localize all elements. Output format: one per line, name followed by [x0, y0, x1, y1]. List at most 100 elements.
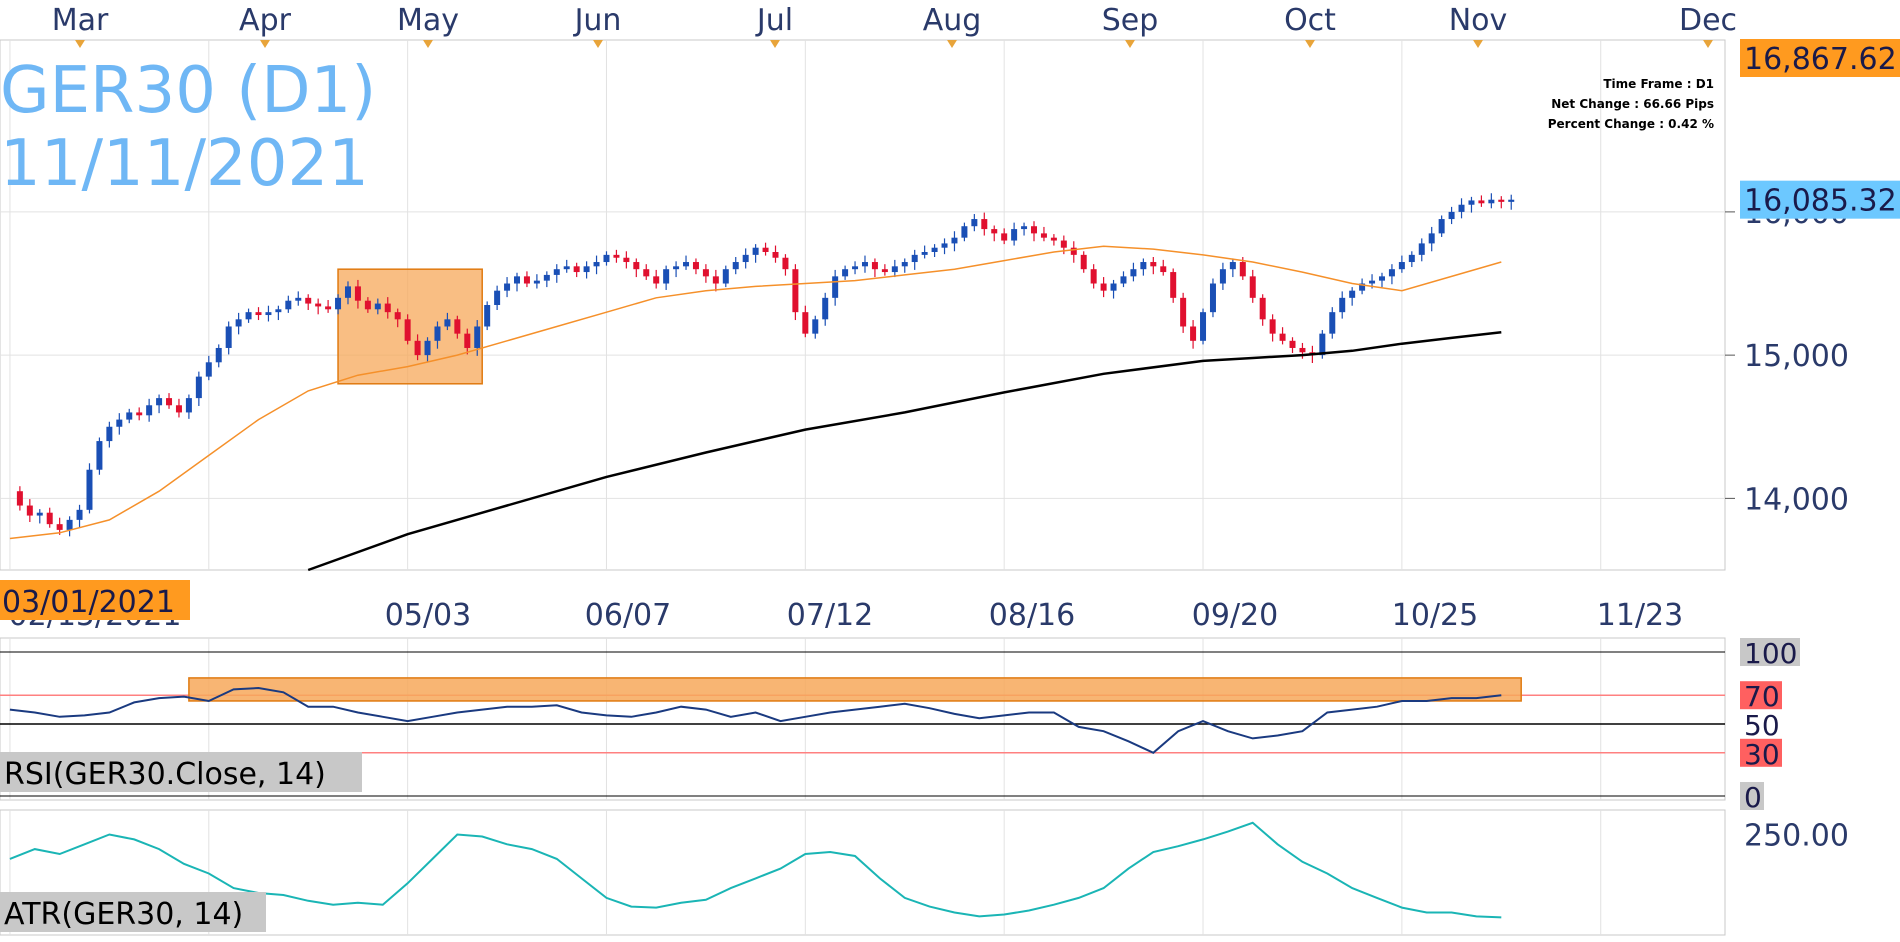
month-tick-markers	[75, 40, 1713, 48]
candle-body	[1031, 226, 1038, 234]
candle-body	[852, 266, 859, 270]
candle-body	[126, 412, 133, 420]
candle-body	[1090, 269, 1097, 284]
candle-body	[1448, 211, 1455, 220]
candle-body	[881, 269, 888, 273]
candle-body	[504, 283, 511, 291]
rsi-label: 70	[1744, 680, 1780, 713]
candle-body	[692, 262, 699, 270]
main-horizontal-grid	[0, 211, 1725, 499]
candle-body	[683, 262, 690, 267]
month-label: Jul	[755, 3, 793, 38]
month-tick	[423, 40, 433, 48]
candle-body	[1269, 319, 1276, 334]
candle-body	[1040, 233, 1047, 238]
candle-body	[1170, 272, 1177, 298]
candle-body	[583, 266, 590, 273]
candle-body	[1359, 283, 1366, 291]
candle-body	[1478, 200, 1485, 204]
info-percent-change: Percent Change : 0.42 %	[1548, 117, 1714, 131]
candle-body	[354, 286, 361, 301]
candle-body	[46, 512, 53, 525]
candle-body	[732, 262, 739, 270]
candle-body	[235, 319, 242, 327]
candle-body	[523, 276, 530, 284]
candle-body	[166, 398, 173, 406]
candle-body	[1060, 240, 1067, 248]
candle-body	[1289, 340, 1296, 348]
price-badge-bg	[1740, 180, 1900, 219]
candle-body	[16, 491, 23, 506]
start-date-badge-bg	[0, 580, 190, 620]
month-label: Apr	[239, 3, 292, 38]
atr-vertical-grid	[9, 810, 1602, 935]
candle-body	[543, 274, 550, 281]
date-label: 10/25	[1392, 598, 1478, 633]
candle-body	[871, 262, 878, 270]
candle-body	[136, 412, 143, 416]
candle-body	[633, 262, 640, 270]
rsi-line	[9, 686, 1502, 754]
month-tick	[770, 40, 780, 48]
candle-body	[991, 229, 998, 234]
candle-body	[1070, 247, 1077, 255]
candle-body	[1418, 243, 1425, 255]
ma-short-line	[9, 245, 1502, 540]
rsi-label-badge	[1740, 782, 1764, 810]
candle-body	[921, 252, 928, 255]
candle-body	[374, 303, 381, 310]
candle-body	[643, 269, 650, 277]
month-label: Aug	[923, 3, 982, 38]
candle-body	[156, 398, 163, 406]
candle-body	[1488, 199, 1495, 204]
price-badge-label: 16,085.32	[1744, 184, 1897, 219]
candle-body	[1369, 280, 1376, 284]
candle-body	[1329, 312, 1336, 334]
candle-body	[215, 347, 222, 363]
candle-body	[305, 297, 312, 304]
candle-body	[533, 280, 540, 284]
candle-body	[1498, 199, 1505, 202]
price-badge-bg	[1740, 39, 1900, 77]
candle-body	[772, 252, 779, 258]
rsi-label: 0	[1744, 781, 1762, 814]
candle-body	[1160, 266, 1167, 273]
candle-body	[1200, 312, 1207, 341]
candle-body	[106, 426, 113, 442]
candle-body	[1001, 233, 1008, 241]
candle-body	[1120, 276, 1127, 284]
candle-body	[494, 290, 501, 305]
month-tick	[593, 40, 603, 48]
candle-body	[225, 326, 232, 348]
rsi-label-badge	[1740, 638, 1800, 666]
candle-body	[951, 237, 958, 244]
candle-body	[464, 333, 471, 348]
candle-body	[344, 286, 351, 298]
price-badges: 16,867.62 16,085.32	[1740, 39, 1900, 219]
candle-body	[563, 266, 570, 270]
month-label: Dec	[1679, 3, 1737, 38]
candle-body	[722, 269, 729, 284]
candle-body	[1180, 297, 1187, 327]
candle-body	[762, 247, 769, 252]
candle-body	[1229, 262, 1236, 270]
candle-body	[394, 312, 401, 320]
candle-body	[325, 306, 332, 310]
candle-body	[36, 512, 43, 516]
candle-body	[96, 441, 103, 470]
candle-body	[1339, 297, 1346, 313]
atr-panel: 250.00 ATR(GER30, 14)	[0, 809, 1849, 936]
candle-body	[1110, 283, 1117, 291]
date-label: 08/16	[989, 598, 1075, 633]
date-label: 05/03	[385, 598, 471, 633]
candle-body	[1458, 204, 1465, 212]
candle-body	[434, 326, 441, 341]
candle-body	[424, 340, 431, 356]
candle-body	[265, 312, 272, 316]
rsi-title: RSI(GER30.Close, 14)	[4, 757, 326, 792]
candle-body	[673, 266, 680, 270]
candle-body	[404, 319, 411, 341]
rsi-label-badge	[1740, 738, 1782, 767]
